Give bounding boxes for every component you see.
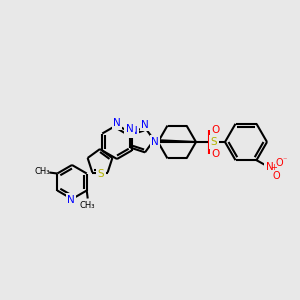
Text: CH₃: CH₃ bbox=[80, 201, 95, 210]
Text: N: N bbox=[113, 118, 121, 128]
Text: O: O bbox=[273, 171, 280, 181]
Text: O: O bbox=[276, 158, 283, 168]
Text: O: O bbox=[212, 149, 220, 159]
Text: N: N bbox=[130, 127, 138, 136]
Text: N: N bbox=[266, 162, 273, 172]
Text: CH₃: CH₃ bbox=[34, 167, 50, 176]
Text: N: N bbox=[141, 120, 149, 130]
Text: +: + bbox=[270, 163, 277, 172]
Text: N: N bbox=[67, 195, 75, 205]
Text: O: O bbox=[212, 125, 220, 135]
Text: ⁻: ⁻ bbox=[282, 156, 287, 165]
Text: S: S bbox=[98, 169, 104, 179]
Text: N: N bbox=[151, 137, 159, 147]
Text: N: N bbox=[126, 124, 134, 134]
Text: S: S bbox=[211, 137, 217, 147]
